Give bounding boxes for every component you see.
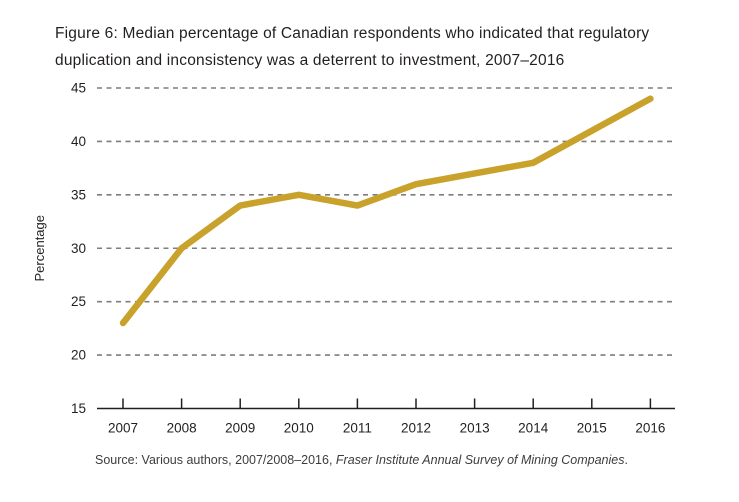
y-tick-label: 35 xyxy=(71,187,86,202)
source-publication: Fraser Institute Annual Survey of Mining… xyxy=(335,453,625,467)
axis-layer xyxy=(97,398,675,410)
x-tick-label: 2008 xyxy=(167,421,197,436)
x-tick-label: 2007 xyxy=(108,421,138,436)
x-tick-label: 2016 xyxy=(635,421,665,436)
x-tick-label: 2014 xyxy=(518,421,549,436)
y-axis-title: Percentage xyxy=(32,215,47,282)
x-tick-label: 2013 xyxy=(460,421,490,436)
y-tick-label: 30 xyxy=(71,241,86,256)
axis-labels-layer: 15 20 25 30 35 40 45 2007 2008 2009 2010 2011 2012 20… xyxy=(32,81,665,436)
y-tick-label: 40 xyxy=(71,134,86,149)
y-tick-label: 15 xyxy=(71,401,86,416)
source-text: Source: Various authors, 2007/2008–2016, xyxy=(95,453,336,467)
y-tick-label: 25 xyxy=(71,294,86,309)
data-series-layer xyxy=(119,95,654,327)
y-tick-label: 45 xyxy=(71,81,86,96)
x-tick-label: 2009 xyxy=(225,421,255,436)
x-tick-label: 2011 xyxy=(343,421,372,436)
figure-title: Figure 6: Median percentage of Canadian … xyxy=(55,25,650,69)
gridlines-layer xyxy=(97,87,675,356)
source-period: . xyxy=(624,453,628,467)
data-line xyxy=(119,95,654,327)
x-tick-label: 2012 xyxy=(401,421,431,436)
x-tick-label: 2010 xyxy=(284,421,314,436)
x-tick-label: 2015 xyxy=(577,421,607,436)
source-note: Source: Various authors, 2007/2008–2016,… xyxy=(95,453,715,467)
y-tick-label: 20 xyxy=(71,348,86,363)
